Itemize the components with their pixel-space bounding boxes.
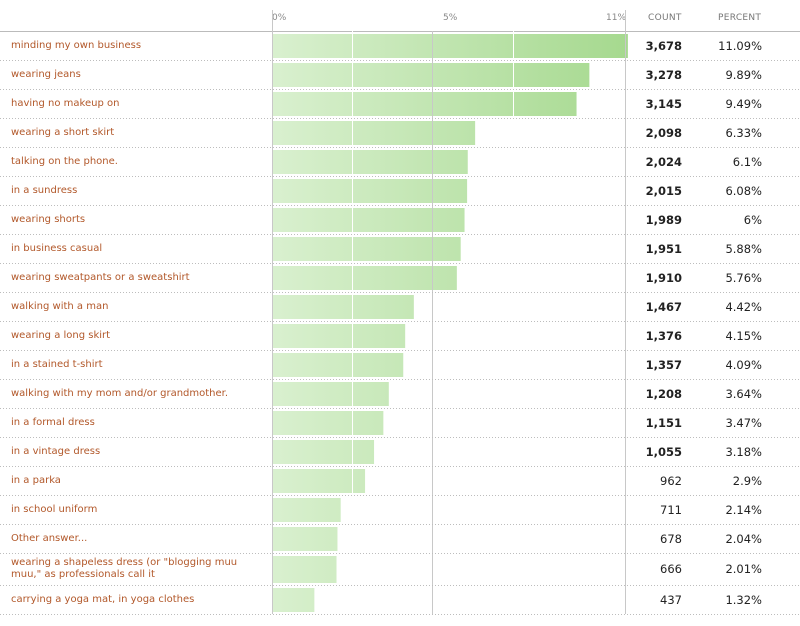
category-label-8: wearing sweatpants or a sweatshirt <box>11 271 190 283</box>
percent-value-3: 6.33% <box>725 125 762 140</box>
bar-2 <box>273 92 577 116</box>
category-label-15: in a parka <box>11 474 61 486</box>
category-label-14: in a vintage dress <box>11 445 101 457</box>
category-label-18: wearing a shapeless dress (or "blogging … <box>11 557 238 580</box>
count-value-11: 1,357 <box>645 357 682 372</box>
percent-header: PERCENT <box>718 13 762 23</box>
bar-11 <box>273 353 404 377</box>
count-value-7: 1,951 <box>645 241 682 256</box>
count-value-2: 3,145 <box>645 96 682 111</box>
count-value-8: 1,910 <box>645 270 682 285</box>
category-label-10: wearing a long skirt <box>11 329 111 341</box>
percent-value-11: 4.09% <box>725 357 762 372</box>
bar-12 <box>273 382 389 406</box>
bar-14 <box>273 440 375 464</box>
bar-3 <box>273 121 476 145</box>
category-label-3: wearing a short skirt <box>11 126 115 138</box>
bar-4 <box>273 150 468 174</box>
percent-value-15: 2.9% <box>732 473 762 488</box>
bar-13 <box>273 411 384 435</box>
category-label-12: walking with my mom and/or grandmother. <box>11 387 229 399</box>
category-label-13: in a formal dress <box>11 416 95 428</box>
count-value-14: 1,055 <box>645 444 682 459</box>
percent-value-19: 1.32% <box>725 592 762 607</box>
category-label-6: wearing shorts <box>11 213 86 225</box>
count-value-16: 711 <box>660 502 682 517</box>
percent-value-1: 9.89% <box>725 67 762 82</box>
percent-value-8: 5.76% <box>725 270 762 285</box>
percent-value-7: 5.88% <box>725 241 762 256</box>
percent-value-9: 4.42% <box>725 299 762 314</box>
category-label-7: in business casual <box>11 242 103 254</box>
percent-value-6: 6% <box>743 212 762 227</box>
percent-value-2: 9.49% <box>725 96 762 111</box>
percent-value-0: 11.09% <box>718 38 762 53</box>
category-label-11: in a stained t-shirt <box>11 358 103 370</box>
percent-value-14: 3.18% <box>725 444 762 459</box>
category-label-16: in school uniform <box>11 503 98 515</box>
count-value-18: 666 <box>660 562 682 576</box>
category-label-5: in a sundress <box>11 184 78 196</box>
bar-16 <box>273 498 341 522</box>
count-value-19: 437 <box>660 592 682 607</box>
count-value-17: 678 <box>660 531 682 546</box>
count-value-10: 1,376 <box>645 328 682 343</box>
bar-7 <box>273 237 461 261</box>
x-tick-5: 5% <box>443 13 458 23</box>
percent-value-18: 2.01% <box>725 562 762 576</box>
bar-1 <box>273 63 590 87</box>
count-value-1: 3,278 <box>645 67 682 82</box>
bar-17 <box>273 527 338 551</box>
category-label-2: having no makeup on <box>11 97 120 109</box>
category-label-1: wearing jeans <box>11 68 81 80</box>
category-label-9: walking with a man <box>11 300 109 312</box>
bar-8 <box>273 266 457 290</box>
bar-15 <box>273 469 366 493</box>
bar-10 <box>273 324 406 348</box>
count-value-5: 2,015 <box>645 183 682 198</box>
count-value-6: 1,989 <box>645 212 682 227</box>
category-label-17: Other answer... <box>11 532 88 544</box>
percent-value-5: 6.08% <box>725 183 762 198</box>
count-value-3: 2,098 <box>645 125 682 140</box>
bar-9 <box>273 295 414 319</box>
count-value-12: 1,208 <box>645 386 682 401</box>
x-tick-0: 0% <box>272 13 287 23</box>
category-label-0: minding my own business <box>11 39 142 51</box>
bar-6 <box>273 208 465 232</box>
count-value-4: 2,024 <box>645 154 682 169</box>
count-value-15: 962 <box>660 473 682 488</box>
count-header: COUNT <box>648 13 682 23</box>
percent-value-12: 3.64% <box>725 386 762 401</box>
percent-value-10: 4.15% <box>725 328 762 343</box>
bar-5 <box>273 179 468 203</box>
category-label-19: carrying a yoga mat, in yoga clothes <box>11 593 195 605</box>
count-value-0: 3,678 <box>645 38 682 53</box>
category-label-4: talking on the phone. <box>11 155 118 167</box>
bar-18 <box>273 556 337 583</box>
percent-value-4: 6.1% <box>732 154 762 169</box>
x-tick-11: 11% <box>606 13 627 23</box>
percent-value-17: 2.04% <box>725 531 762 546</box>
percent-value-13: 3.47% <box>725 415 762 430</box>
count-value-9: 1,467 <box>645 299 682 314</box>
bar-0 <box>273 34 628 58</box>
bar-19 <box>273 588 315 612</box>
count-value-13: 1,151 <box>645 415 682 430</box>
percent-value-16: 2.14% <box>725 502 762 517</box>
